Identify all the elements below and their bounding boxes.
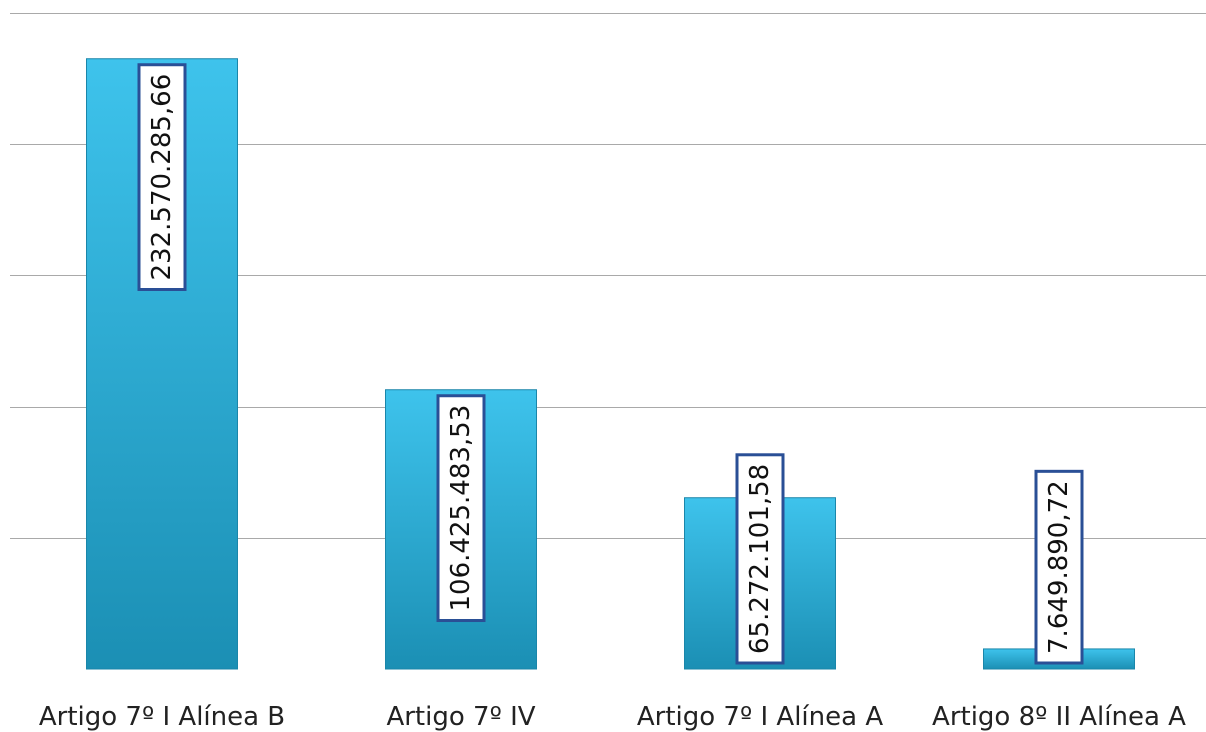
category-label: Artigo 7º I Alínea B (39, 702, 285, 732)
data-label: 232.570.285,66 (137, 63, 187, 292)
category-label: Artigo 8º II Alínea A (932, 702, 1186, 732)
bars (86, 58, 1135, 670)
data-label-text: 65.272.101,58 (745, 464, 775, 654)
category-label: Artigo 7º IV (386, 702, 535, 732)
data-label-text: 106.425.483,53 (446, 405, 476, 612)
category-label: Artigo 7º I Alínea A (637, 702, 883, 732)
data-labels: 232.570.285,66 106.425.483,53 65.272.101,5… (137, 63, 1084, 665)
data-label: 65.272.101,58 (735, 453, 785, 665)
data-label-text: 7.649.890,72 (1044, 480, 1074, 654)
data-label-box (137, 63, 187, 292)
category-labels: Artigo 7º I Alínea B Artigo 7º IV Artigo 7… (39, 702, 1186, 732)
data-label-box (1034, 469, 1084, 665)
data-label-box (436, 394, 486, 623)
data-label-box (735, 453, 785, 665)
data-label: 7.649.890,72 (1034, 469, 1084, 665)
data-label: 106.425.483,53 (436, 394, 486, 623)
data-label-text: 232.570.285,66 (147, 74, 177, 281)
